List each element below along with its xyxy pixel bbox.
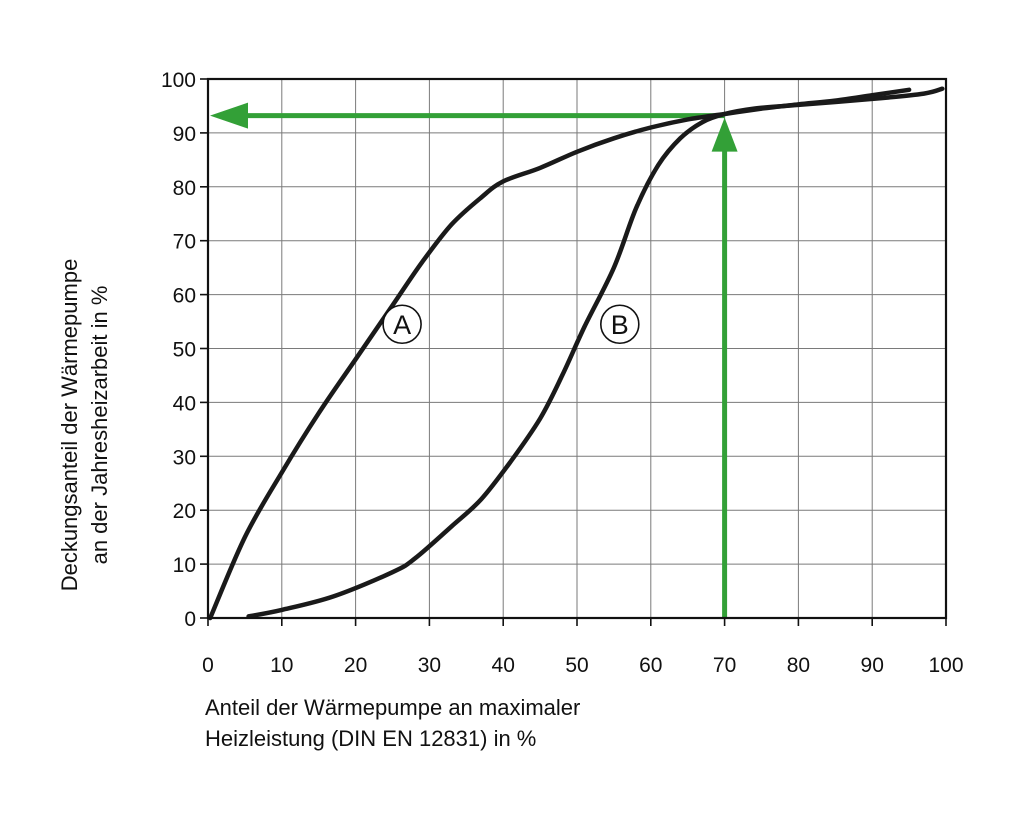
x-tick-label: 10 xyxy=(270,654,293,677)
x-tick-label: 20 xyxy=(344,654,367,677)
curve-marker-label: A xyxy=(393,310,411,340)
x-tick-label: 90 xyxy=(861,654,884,677)
left-arrow-head xyxy=(210,102,248,129)
plot-border xyxy=(206,77,948,620)
y-axis-label-line-2: an der Jahresheizarbeit in % xyxy=(87,286,112,565)
y-tick-label: 20 xyxy=(173,500,196,523)
x-tick-label: 60 xyxy=(639,654,662,677)
x-tick-label: 80 xyxy=(787,654,810,677)
y-tick-label: 70 xyxy=(173,231,196,254)
y-tick-label: 90 xyxy=(173,123,196,146)
y-tick-label: 50 xyxy=(173,339,196,362)
plot-frame xyxy=(206,77,948,620)
y-tick-label: 10 xyxy=(173,554,196,577)
curve-marker-circle xyxy=(382,304,422,345)
tick-labels: 0 10 20 30 40 50 60 70 80 90 100 0 10 20 30 40 50 60 70 80 9… xyxy=(161,69,964,677)
x-tick-label: 0 xyxy=(202,654,214,677)
y-tick-label: 80 xyxy=(173,177,196,200)
reference-arrows xyxy=(210,102,738,618)
y-axis-label-line-1: Deckungsanteil der Wärmepumpe xyxy=(57,259,82,592)
curve-b xyxy=(246,86,945,619)
curve-a xyxy=(207,87,912,621)
y-tick-label: 60 xyxy=(173,285,196,308)
x-tick-label: 40 xyxy=(492,654,515,677)
series xyxy=(207,86,945,621)
x-axis-label-line-2: Heizleistung (DIN EN 12831) in % xyxy=(205,726,536,751)
curve-marker-label: B xyxy=(611,310,629,340)
y-tick-label: 40 xyxy=(173,392,196,415)
x-tick-label: 100 xyxy=(928,654,963,677)
x-tick-label: 50 xyxy=(565,654,588,677)
x-axis-label-line-1: Anteil der Wärmepumpe an maximaler xyxy=(205,695,580,720)
x-tick-label: 30 xyxy=(418,654,441,677)
y-tick-label: 30 xyxy=(173,446,196,469)
x-tick-label: 70 xyxy=(713,654,736,677)
curve-marker-circle xyxy=(600,304,640,345)
y-tick-label: 100 xyxy=(161,69,196,92)
y-tick-label: 0 xyxy=(184,608,196,631)
up-arrow-head xyxy=(711,117,738,152)
